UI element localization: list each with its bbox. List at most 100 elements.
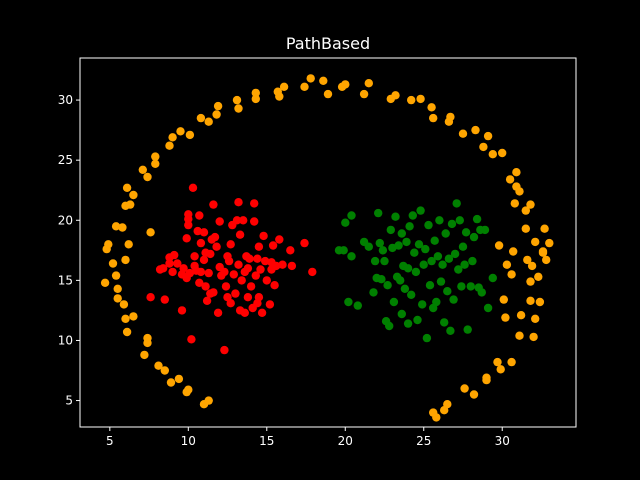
data-point [521,206,530,215]
data-point [213,308,223,317]
data-point [221,282,231,291]
data-point [212,242,221,251]
data-point [515,187,524,196]
data-point [421,244,430,254]
data-point [253,254,262,263]
data-point [416,206,425,215]
data-point [499,295,508,304]
data-point [449,295,458,304]
data-point [151,152,160,161]
data-point [173,259,182,268]
data-point [206,249,215,259]
x-tick-label: 15 [259,434,274,448]
y-axis: 5 10 15 20 25 30 [58,93,80,408]
data-point [507,270,516,279]
data-point [405,222,414,231]
data-point [240,308,249,317]
data-point [374,208,383,218]
y-tick-label: 15 [58,273,73,287]
data-point [446,112,455,122]
data-point [195,211,204,220]
data-point [226,240,235,249]
data-point [261,256,270,266]
data-point [126,200,135,209]
data-point [279,82,289,92]
data-point [232,216,242,225]
data-point [441,229,450,238]
data-point [378,246,388,255]
data-point [414,240,424,249]
data-point [370,256,380,266]
data-point [151,159,160,168]
data-point [234,198,243,207]
data-point [306,74,315,83]
data-point [184,220,193,230]
data-point [353,301,362,310]
data-point [403,319,413,328]
data-point [540,224,549,233]
data-point [430,236,439,245]
data-point [179,264,188,273]
data-point [239,216,248,225]
data-point [177,306,187,315]
data-point [391,91,400,100]
data-point [262,276,271,285]
data-point [174,374,184,384]
data-point [251,88,260,98]
data-point [176,127,185,136]
data-point [496,365,505,374]
data-point [438,260,447,269]
data-point [389,297,399,307]
data-point [510,199,519,208]
data-point [407,95,416,105]
data-point [129,190,138,200]
data-point [154,361,163,370]
data-point [119,300,129,309]
data-point [188,183,198,192]
data-point [505,175,515,184]
data-point [488,273,497,283]
data-point [468,256,477,266]
data-point [199,255,209,265]
data-point [460,260,469,269]
data-point [196,113,206,123]
y-tick-label: 20 [58,213,73,227]
data-point [411,267,421,277]
data-point [300,82,309,92]
data-point [529,332,538,342]
data-point [440,318,449,327]
data-point [234,104,243,113]
data-point [526,277,535,286]
points-layer [100,74,554,422]
data-point [396,276,405,285]
data-point [146,293,155,302]
data-point [425,281,435,290]
data-point [427,256,436,266]
data-point [122,183,132,192]
data-point [432,413,441,422]
data-point [204,396,213,405]
data-point [408,211,417,220]
plot-frame [79,57,577,428]
data-point [254,293,264,302]
data-point [272,261,281,271]
data-point [521,224,530,233]
data-point [375,238,384,248]
data-point [394,241,403,250]
data-point [143,172,152,182]
data-point [275,92,284,101]
data-point [243,264,253,273]
data-point [339,246,348,255]
data-point [229,270,238,279]
data-point [224,256,234,266]
data-point [160,295,169,304]
data-point [471,125,480,135]
data-point [422,333,432,343]
data-point [447,219,457,229]
data-point [113,284,122,293]
data-point [202,296,212,305]
x-tick-label: 5 [106,434,114,448]
data-point [257,308,267,317]
